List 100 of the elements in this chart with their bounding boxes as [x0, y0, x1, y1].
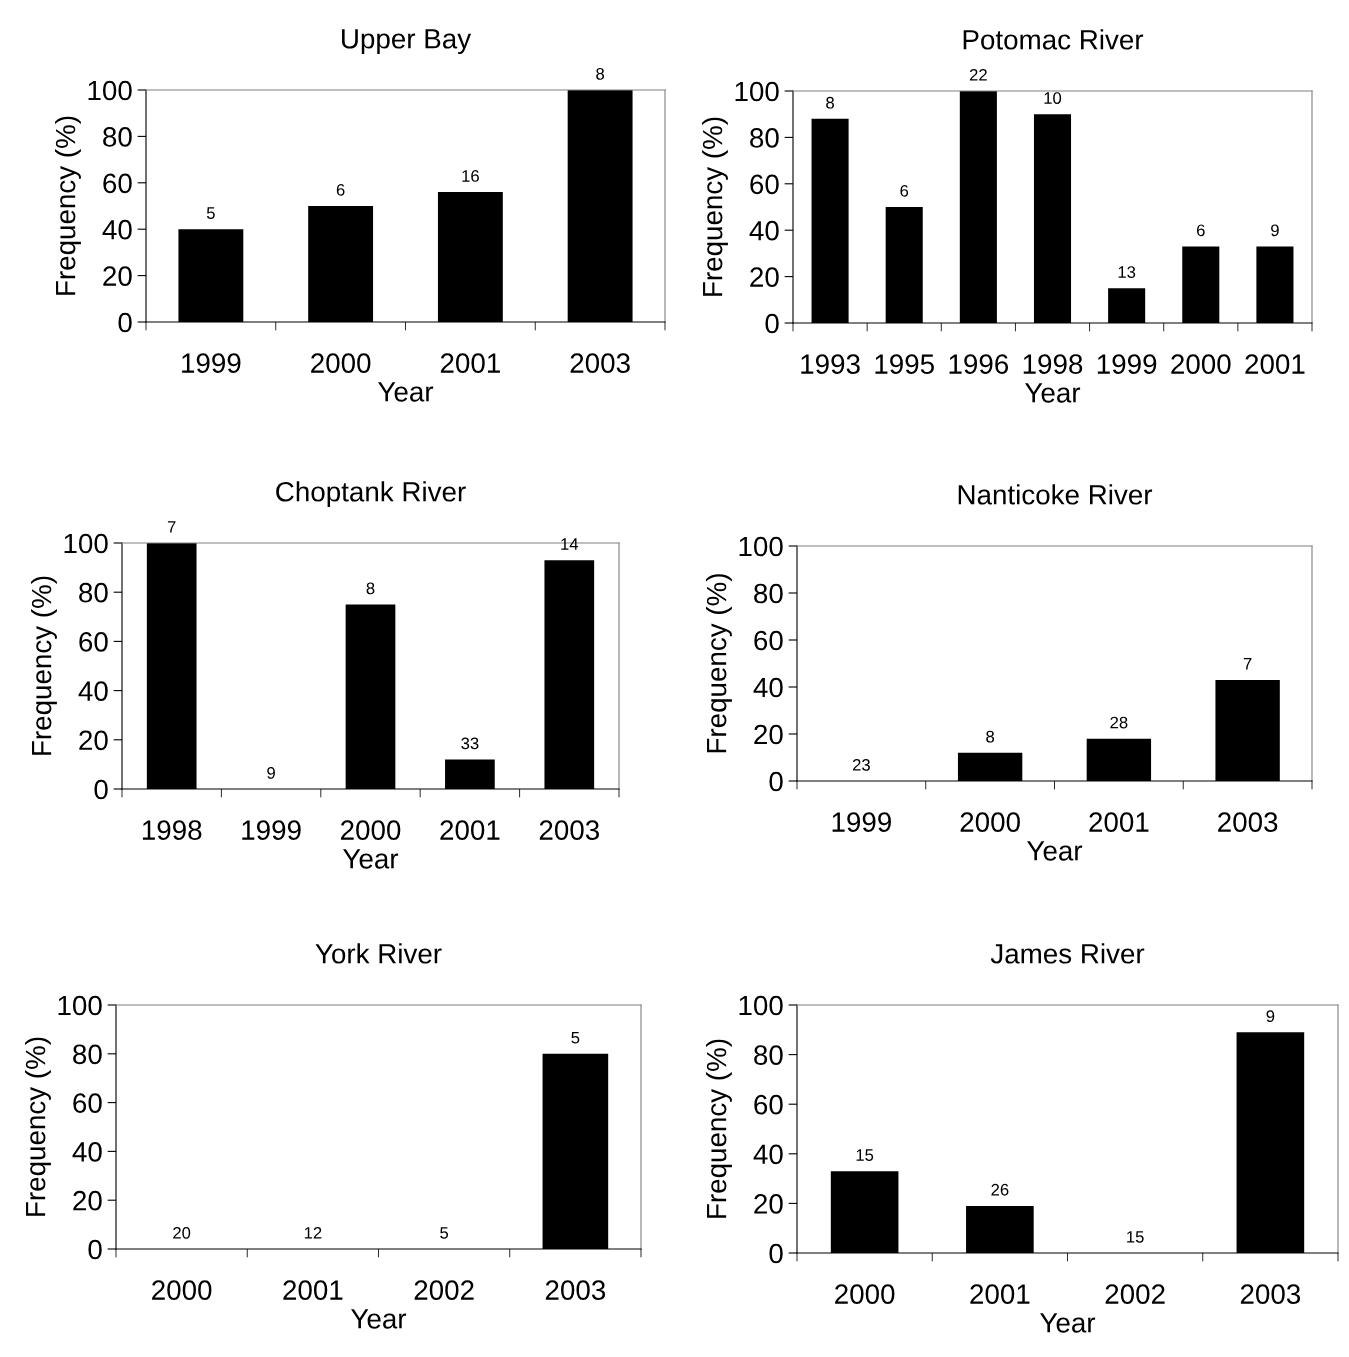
- annotation: 8: [366, 582, 375, 595]
- chart-title: Upper Bay: [342, 29, 472, 55]
- x-tick-label: 1998: [1023, 354, 1083, 374]
- x-tick-label: 1999: [1097, 354, 1157, 374]
- y-tick-label: 100: [739, 536, 783, 557]
- annotation: 8: [596, 67, 605, 80]
- y-tick-label: 0: [94, 779, 108, 800]
- annotation: 13: [1118, 266, 1136, 278]
- x-tick-label: 2001: [1245, 354, 1305, 374]
- x-axis-title: Year: [343, 849, 399, 869]
- y-tick-label: 0: [118, 312, 132, 333]
- x-tick-label: 2001: [1089, 812, 1149, 832]
- x-tick-label: 2001: [440, 353, 500, 373]
- annotation: 16: [462, 170, 479, 182]
- x-tick-label: 2003: [545, 1280, 606, 1300]
- chart-title: Nanticoke River: [958, 484, 1153, 505]
- annotation: 7: [1243, 658, 1252, 670]
- annotation: 9: [1271, 224, 1279, 237]
- x-axis-title: Year: [1027, 841, 1083, 861]
- chart-title: York River: [315, 943, 442, 964]
- annotation: 15: [1127, 1231, 1144, 1243]
- y-tick-label: 60: [754, 1094, 783, 1115]
- x-tick-label: 2003: [570, 353, 630, 373]
- annotation: 20: [173, 1226, 191, 1239]
- y-tick-label: 40: [753, 677, 783, 698]
- y-tick-label: 0: [88, 1239, 102, 1260]
- annotation: 6: [900, 184, 909, 197]
- annotation: 23: [852, 758, 870, 771]
- annotation: 7: [167, 521, 176, 533]
- y-tick-label: 80: [79, 582, 108, 603]
- y-tick-label: 80: [754, 1045, 783, 1065]
- annotation: 33: [461, 737, 479, 750]
- annotation: 6: [1197, 224, 1205, 237]
- y-tick-label: 20: [750, 267, 779, 287]
- y-tick-label: 40: [753, 1144, 783, 1165]
- x-tick-label: 2000: [311, 353, 371, 373]
- y-tick-label: 20: [103, 266, 132, 286]
- x-tick-label: 1996: [949, 354, 1009, 374]
- annotation: 14: [561, 538, 579, 550]
- y-axis-title: Frequency (%): [706, 1039, 732, 1218]
- annotation: 9: [267, 766, 275, 779]
- y-tick-label: 20: [754, 1194, 783, 1214]
- y-tick-label: 60: [73, 1093, 102, 1113]
- y-tick-label: 20: [73, 1190, 102, 1211]
- x-tick-label: 1999: [832, 812, 891, 832]
- y-tick-label: 100: [735, 81, 779, 102]
- y-tick-label: 40: [78, 681, 108, 701]
- y-tick-label: 80: [103, 127, 132, 147]
- x-tick-label: 2000: [835, 1284, 895, 1304]
- y-tick-label: 100: [739, 995, 783, 1016]
- x-tick-label: 1999: [242, 820, 301, 840]
- x-tick-label: 2002: [414, 1280, 474, 1300]
- annotation: 22: [969, 68, 987, 81]
- y-axis-title: Frequency (%): [706, 574, 732, 753]
- x-tick-label: 2000: [341, 820, 401, 840]
- x-tick-label: 2001: [440, 820, 500, 840]
- chart-title: Potomac River: [963, 29, 1144, 50]
- x-axis-title: Year: [351, 1309, 407, 1329]
- annotation: 28: [1110, 716, 1128, 729]
- annotation: 8: [826, 96, 834, 109]
- y-tick-label: 80: [754, 583, 783, 604]
- y-tick-label: 0: [765, 313, 779, 334]
- annotation: 5: [206, 207, 215, 219]
- x-tick-label: 2001: [283, 1280, 343, 1300]
- x-tick-label: 2001: [970, 1284, 1030, 1304]
- annotation: 9: [1266, 1010, 1275, 1023]
- x-tick-label: 1999: [182, 353, 241, 373]
- y-tick-label: 40: [102, 219, 132, 240]
- annotation: 5: [440, 1227, 449, 1239]
- y-tick-label: 100: [64, 533, 108, 554]
- y-tick-label: 0: [769, 771, 783, 792]
- x-tick-label: 1998: [142, 820, 202, 840]
- y-tick-label: 100: [58, 995, 102, 1016]
- y-tick-label: 60: [103, 173, 132, 194]
- annotation: 5: [571, 1031, 580, 1044]
- x-tick-label: 2002: [1105, 1284, 1165, 1304]
- y-tick-label: 60: [750, 174, 779, 195]
- chart-title: Choptank River: [276, 481, 466, 508]
- y-tick-label: 20: [79, 730, 108, 751]
- annotation: 12: [304, 1226, 322, 1239]
- x-tick-label: 2003: [539, 820, 599, 840]
- x-tick-label: 2003: [1240, 1284, 1301, 1304]
- y-axis-title: Frequency (%): [702, 117, 728, 296]
- x-tick-label: 2003: [1218, 812, 1278, 832]
- x-tick-label: 1995: [875, 354, 934, 374]
- y-tick-label: 100: [88, 80, 132, 101]
- y-tick-label: 40: [72, 1142, 102, 1162]
- y-axis-title: Frequency (%): [31, 576, 57, 755]
- y-tick-label: 20: [754, 724, 783, 745]
- chart-title: James River: [990, 943, 1145, 964]
- y-axis-title: Frequency (%): [55, 116, 81, 295]
- x-tick-label: 2000: [1171, 354, 1231, 374]
- annotation: 6: [336, 183, 345, 196]
- annotation: 8: [986, 730, 995, 743]
- y-tick-label: 60: [79, 632, 108, 652]
- y-tick-label: 0: [769, 1243, 783, 1264]
- x-axis-title: Year: [1025, 383, 1081, 403]
- annotation: 26: [991, 1183, 1009, 1196]
- x-axis-title: Year: [378, 382, 434, 402]
- x-tick-label: 2000: [960, 812, 1020, 832]
